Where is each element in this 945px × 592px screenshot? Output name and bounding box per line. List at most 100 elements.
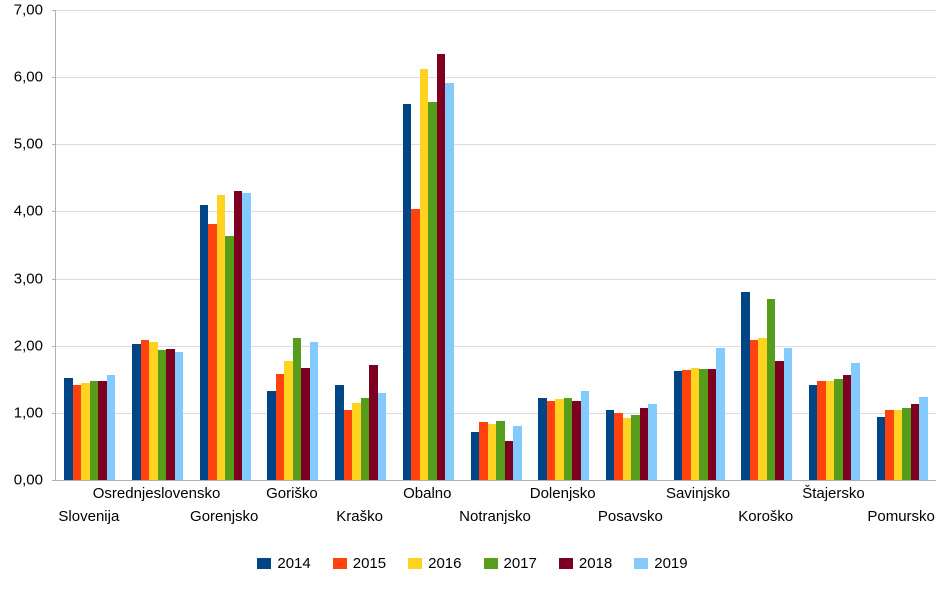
bar	[352, 403, 361, 480]
y-tick-label: 4,00	[14, 203, 43, 220]
bar	[310, 342, 319, 480]
bar	[826, 381, 835, 480]
bar	[428, 102, 437, 480]
gridline	[56, 279, 936, 280]
bar	[420, 69, 429, 480]
bar	[335, 385, 344, 480]
bar	[538, 398, 547, 480]
bar	[437, 54, 446, 480]
bar	[572, 401, 581, 480]
bar	[758, 338, 767, 480]
legend-swatch	[408, 558, 422, 569]
bar-group	[64, 375, 115, 480]
bar	[149, 342, 158, 480]
bar	[767, 299, 776, 480]
bar	[242, 193, 251, 480]
bar	[581, 391, 590, 480]
bar	[132, 344, 141, 480]
gridline	[56, 144, 936, 145]
bar	[488, 424, 497, 480]
bar	[293, 338, 302, 480]
y-tick	[52, 77, 56, 78]
bar	[301, 368, 310, 480]
bar	[547, 401, 556, 480]
gridline	[56, 413, 936, 414]
bar	[911, 404, 920, 480]
gridline	[56, 10, 936, 11]
legend-swatch	[257, 558, 271, 569]
y-tick	[52, 211, 56, 212]
plot-area	[55, 10, 936, 481]
legend-label: 2017	[504, 555, 537, 572]
bar	[902, 408, 911, 480]
bar	[640, 408, 649, 480]
bar	[691, 368, 700, 480]
bar	[674, 371, 683, 480]
bar	[564, 398, 573, 480]
y-tick	[52, 10, 56, 11]
bar-group	[606, 404, 657, 480]
bar	[411, 209, 420, 480]
bar	[623, 418, 632, 480]
x-category-label: Štajersko	[743, 485, 923, 502]
bar	[894, 410, 903, 481]
legend-label: 2015	[353, 555, 386, 572]
bar	[234, 191, 243, 480]
legend-swatch	[333, 558, 347, 569]
legend-swatch	[559, 558, 573, 569]
bar	[682, 370, 691, 480]
bar	[276, 374, 285, 480]
legend-item: 2014	[257, 555, 310, 572]
bar	[225, 236, 234, 480]
bar	[158, 350, 167, 480]
bar	[817, 381, 826, 480]
bar	[378, 393, 387, 480]
bar-group	[471, 421, 522, 480]
bar	[98, 381, 107, 480]
bar	[344, 410, 353, 481]
legend-label: 2018	[579, 555, 612, 572]
bar	[919, 397, 928, 480]
bar	[284, 361, 293, 481]
bar	[708, 369, 717, 480]
bar	[64, 378, 73, 480]
bar	[208, 224, 217, 480]
x-category-label: Pomursko	[811, 508, 945, 525]
bar	[648, 404, 657, 480]
bar	[631, 415, 640, 480]
bar-group	[877, 397, 928, 480]
bar	[809, 385, 818, 480]
bar	[175, 352, 184, 480]
legend-swatch	[484, 558, 498, 569]
bar	[843, 375, 852, 480]
legend-swatch	[634, 558, 648, 569]
y-tick-label: 6,00	[14, 69, 43, 86]
bar-chart: 201420152016201720182019 0,001,002,003,0…	[0, 0, 945, 592]
legend-item: 2018	[559, 555, 612, 572]
bar	[81, 383, 90, 480]
bar	[555, 399, 564, 480]
bar	[614, 413, 623, 480]
y-tick	[52, 480, 56, 481]
bar	[851, 363, 860, 480]
bar-group	[267, 338, 318, 480]
legend-label: 2019	[654, 555, 687, 572]
y-tick-label: 7,00	[14, 2, 43, 19]
legend-item: 2016	[408, 555, 461, 572]
bar	[361, 398, 370, 480]
y-tick-label: 0,00	[14, 472, 43, 489]
bar	[505, 441, 514, 480]
bar	[90, 381, 99, 480]
y-tick	[52, 346, 56, 347]
bar	[885, 410, 894, 480]
y-tick-label: 2,00	[14, 337, 43, 354]
legend-item: 2019	[634, 555, 687, 572]
bar-group	[132, 340, 183, 480]
bar-group	[335, 365, 386, 480]
legend-item: 2017	[484, 555, 537, 572]
legend-label: 2014	[277, 555, 310, 572]
bar	[716, 348, 725, 480]
bar	[479, 422, 488, 480]
bar-group	[741, 292, 792, 480]
gridline	[56, 211, 936, 212]
